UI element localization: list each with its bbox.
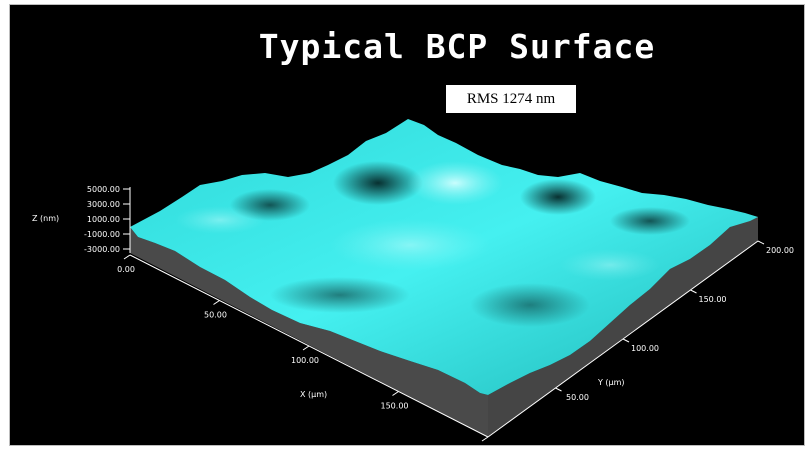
y-axis-label: Y (µm) xyxy=(597,378,625,387)
y-tick-label: 150.00 xyxy=(699,295,727,304)
x-tick xyxy=(213,300,220,305)
y-axis-ticks: 50.00 100.00 150.00 200.00 xyxy=(555,240,794,402)
z-axis-label: Z (nm) xyxy=(32,214,59,223)
ridge-highlight xyxy=(560,249,660,281)
x-tick xyxy=(123,254,131,260)
x-tick-label: 50.00 xyxy=(204,311,227,320)
z-tick-label: 5000.00 xyxy=(87,185,120,194)
valley-shadow xyxy=(333,161,423,205)
x-tick xyxy=(302,345,310,351)
valley-shadow xyxy=(610,207,690,235)
y-tick xyxy=(555,387,562,392)
ridge-highlight xyxy=(175,206,265,234)
y-tick xyxy=(757,240,765,245)
ridge-highlight xyxy=(330,219,490,271)
left-side-wall xyxy=(130,227,488,437)
z-tick-label: -3000.00 xyxy=(84,245,120,254)
valley-shadow xyxy=(470,283,590,327)
rms-annotation: RMS 1274 nm xyxy=(446,85,576,113)
x-tick-label: 100.00 xyxy=(291,356,319,365)
y-tick-label: 200.00 xyxy=(766,246,794,255)
chart-title: Typical BCP Surface xyxy=(258,27,656,66)
z-axis-ticks: 5000.00 3000.00 1000.00 -1000.00 -3000.00 xyxy=(84,185,130,254)
right-side-wall xyxy=(488,215,758,437)
valley-shadow xyxy=(270,277,410,313)
y-tick xyxy=(622,338,630,343)
z-tick-label: -1000.00 xyxy=(84,230,120,239)
x-tick-label: 0.00 xyxy=(117,265,135,274)
z-tick-label: 1000.00 xyxy=(87,215,120,224)
z-tick-label: 3000.00 xyxy=(87,200,120,209)
y-tick-label: 50.00 xyxy=(566,393,589,402)
x-tick xyxy=(481,436,489,442)
x-tick-label: 150.00 xyxy=(381,402,409,411)
surface-plot: 5000.00 3000.00 1000.00 -1000.00 -3000.00 Z … xyxy=(32,119,794,442)
x-tick xyxy=(392,391,399,396)
y-tick xyxy=(690,289,697,294)
valley-shadow xyxy=(520,179,596,215)
x-axis-label: X (µm) xyxy=(300,390,327,399)
plot-frame: Typical BCP Surface xyxy=(9,4,805,446)
y-tick-label: 100.00 xyxy=(631,344,659,353)
ridge-highlight xyxy=(407,161,503,205)
